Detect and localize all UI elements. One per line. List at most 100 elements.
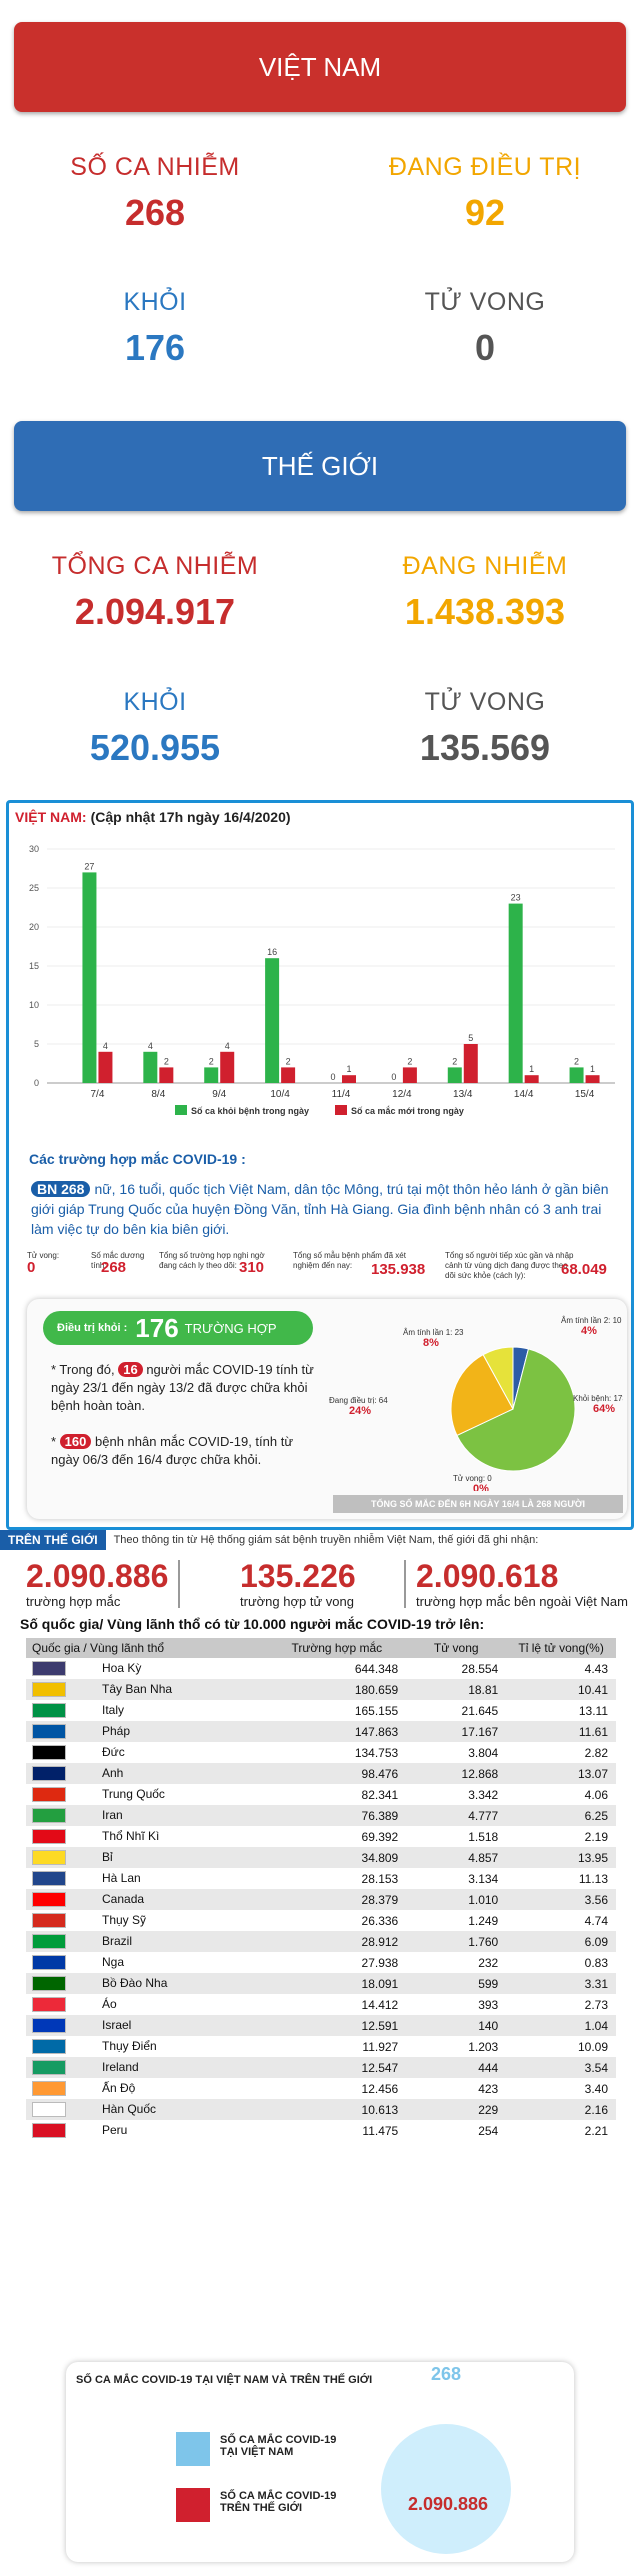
data-label: 0 xyxy=(391,1072,396,1082)
world-total-stat: TỔNG CA NHIỄM 2.094.917 xyxy=(5,552,305,633)
data-label: 0 xyxy=(330,1072,335,1082)
mini-label: Tổng số trường hợp nghi ngờ đang cách ly… xyxy=(159,1251,265,1270)
deaths-cell: 232 xyxy=(478,1955,499,1970)
table-row: Anh 98.476 12.868 13.07 xyxy=(26,1763,616,1784)
deaths-cell: 423 xyxy=(478,2081,499,2096)
world-cases: 2.090.886 trường hợp mắc xyxy=(26,1558,168,1609)
country-flag-icon xyxy=(32,1976,66,1992)
country-flag-icon xyxy=(32,1787,66,1803)
world-outside-label: trường hợp mắc bên ngoài Việt Nam xyxy=(416,1594,628,1609)
country-flag-icon xyxy=(32,1955,66,1971)
table-row: Israel 12.591 140 1.04 xyxy=(26,2015,616,2036)
country-name: Iran xyxy=(102,1807,123,1822)
mini-tests: Tổng số mẫu bệnh phẩm đã xét nghiệm đến … xyxy=(293,1251,425,1277)
country-cell: Hàn Quốc xyxy=(26,2099,268,2120)
table-row: Ireland 12.547 444 3.54 xyxy=(26,2057,616,2078)
deaths-cell: 1.010 xyxy=(406,1889,507,1910)
country-name: Italy xyxy=(102,1702,125,1717)
world-total-label: TỔNG CA NHIỄM xyxy=(51,552,259,580)
country-name: Tây Ban Nha xyxy=(102,1681,173,1696)
rate-cell: 1.04 xyxy=(506,2015,616,2036)
cases-cell: 134.753 xyxy=(354,1745,399,1760)
country-cell: Thụy Sỹ xyxy=(26,1910,267,1931)
cases-cell: 76.389 xyxy=(267,1805,407,1826)
bar xyxy=(402,1067,417,1083)
table-row: Thụy Điển 11.927 1.203 10.09 xyxy=(26,2036,616,2057)
deaths-cell: 3.804 xyxy=(468,1745,499,1760)
country-name: Pháp xyxy=(102,1723,131,1738)
data-label: 27 xyxy=(84,861,94,871)
country-flag-icon xyxy=(32,1850,66,1866)
rate-cell: 2.82 xyxy=(584,1745,608,1760)
rate-cell: 4.43 xyxy=(584,1661,608,1676)
deaths-cell: 229 xyxy=(406,2099,507,2120)
deaths-cell: 599 xyxy=(406,1973,507,1994)
pie-label: Âm tính lần 1: 23 xyxy=(403,1328,464,1337)
world-header: TRÊN THẾ GIỚI Theo thông tin từ Hệ thống… xyxy=(0,1530,538,1550)
deaths-cell: 17.167 xyxy=(406,1721,507,1742)
table-row: Trung Quốc 82.341 3.342 4.06 xyxy=(26,1784,616,1805)
y-tick-label: 15 xyxy=(29,961,39,971)
rate-cell: 3.40 xyxy=(584,2081,608,2096)
bar xyxy=(98,1051,113,1083)
vn-cases-label: SỐ CA NHIỄM xyxy=(70,153,240,181)
world-deaths-value: 135.226 xyxy=(240,1558,356,1594)
country-cell: Iran xyxy=(26,1805,268,1826)
table-row: Hoa Kỳ 644.348 28.554 4.43 xyxy=(26,1658,616,1679)
cases-cell: 27.938 xyxy=(361,1955,399,1970)
country-flag-icon xyxy=(32,1808,66,1824)
legend-title: SỐ CA MẮC COVID-19 TẠI VIỆT NAM VÀ TRÊN … xyxy=(76,2374,373,2386)
rate-cell: 2.16 xyxy=(506,2099,616,2120)
country-flag-icon xyxy=(32,2123,66,2139)
country-cell: Nga xyxy=(26,1952,267,1973)
pie-slice xyxy=(482,1346,514,1410)
data-label: 4 xyxy=(148,1041,153,1051)
legend-world: SỐ CA MẮC COVID-19 TRÊN THẾ GIỚI xyxy=(220,2490,337,2514)
country-cell: Pháp xyxy=(26,1721,268,1742)
world-active-stat: ĐANG NHIỄM 1.438.393 xyxy=(335,552,635,633)
bar xyxy=(220,1051,235,1083)
country-cell: Ấn Độ xyxy=(26,2078,267,2099)
bar xyxy=(447,1067,462,1083)
deaths-cell: 3.134 xyxy=(468,1871,499,1886)
country-cell: Trung Quốc xyxy=(26,1784,267,1805)
table-row: Italy 165.155 21.645 13.11 xyxy=(26,1700,616,1721)
legend-swatch xyxy=(335,1105,347,1115)
y-tick-label: 30 xyxy=(29,844,39,854)
bar xyxy=(524,1075,539,1083)
country-name: Anh xyxy=(102,1765,124,1780)
bar xyxy=(508,903,523,1083)
country-cell: Italy xyxy=(26,1700,267,1721)
pill-unit: TRƯỜNG HỢP xyxy=(184,1320,277,1336)
world-banner: THẾ GIỚI xyxy=(14,421,626,511)
world-total-value: 2.094.917 xyxy=(74,591,236,632)
rate-cell: 0.83 xyxy=(584,1955,608,1970)
note-second: * 160 bệnh nhân mắc COVID-19, tính từ ng… xyxy=(51,1434,294,1467)
cases-cell: 180.659 xyxy=(267,1679,407,1700)
country-cell: Ireland xyxy=(26,2057,268,2078)
bar xyxy=(463,1044,478,1083)
pie-pct: 0% xyxy=(473,1483,489,1491)
cases-cell: 11.927 xyxy=(362,2039,399,2054)
data-label: 2 xyxy=(452,1056,457,1066)
country-name: Hoa Kỳ xyxy=(102,1660,142,1675)
rate-cell: 2.19 xyxy=(584,1829,608,1844)
table-row: Áo 14.412 393 2.73 xyxy=(26,1994,616,2015)
country-cell: Hà Lan xyxy=(26,1868,267,1889)
country-flag-icon xyxy=(32,1724,66,1740)
bar xyxy=(159,1067,174,1083)
cases-cell: 34.809 xyxy=(267,1847,407,1868)
data-label: 2 xyxy=(407,1056,412,1066)
pie-pct: 4% xyxy=(581,1325,597,1337)
data-label: 2 xyxy=(209,1056,214,1066)
pie-label: Tử vong: 0 xyxy=(453,1474,492,1483)
cases-cell: 10.613 xyxy=(267,2099,407,2120)
country-name: Bỉ xyxy=(102,1849,113,1864)
x-tick-label: 11/4 xyxy=(332,1089,351,1100)
table-row: Tây Ban Nha 180.659 18.81 10.41 xyxy=(26,1679,616,1700)
cases-cell: 11.475 xyxy=(362,2123,399,2138)
cases-cell: 12.456 xyxy=(361,2081,399,2096)
legend-swatch-vn xyxy=(176,2432,210,2466)
cases-cell: 28.379 xyxy=(267,1889,407,1910)
country-cell: Hoa Kỳ xyxy=(26,1658,267,1679)
